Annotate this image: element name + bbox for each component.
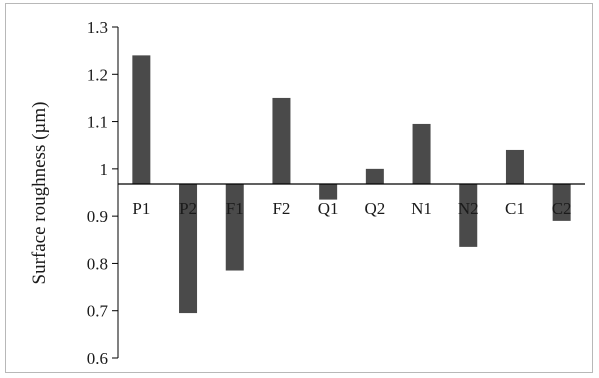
- bar-P2: [179, 183, 198, 314]
- x-tick-label-P1: P1: [132, 199, 150, 218]
- x-tick-label-Q2: Q2: [364, 199, 385, 218]
- y-tick-label-1: 0.7: [87, 302, 109, 321]
- bar-N1: [412, 123, 431, 184]
- x-tick-label-F1: F1: [226, 199, 244, 218]
- bar-C1: [505, 149, 524, 184]
- y-tick-label-7: 1.3: [87, 18, 108, 37]
- x-tick-label-Q1: Q1: [318, 199, 339, 218]
- bar-Q2: [365, 168, 384, 184]
- x-tick-label-P2: P2: [179, 199, 197, 218]
- bar-F1: [225, 183, 244, 271]
- x-tick-label-C1: C1: [505, 199, 525, 218]
- chart-frame: [5, 3, 593, 373]
- bar-C2: [552, 183, 571, 221]
- bar-N2: [459, 183, 478, 247]
- y-tick-label-5: 1.1: [87, 113, 108, 132]
- y-tick-label-0: 0.6: [87, 349, 108, 368]
- y-axis-title: Surface roughness (µm): [29, 102, 50, 285]
- plot-area: 0.6 0.7 0.8 0.9 1 1.1 1.2 1.3 P1 P2 F1 F2 Q1 Q2 N1 N2 C1…: [87, 18, 585, 368]
- y-tick-label-4: 1: [100, 160, 109, 179]
- y-tick-label-3: 0.9: [87, 207, 108, 226]
- x-tick-label-C2: C2: [552, 199, 572, 218]
- bar-Q1: [319, 183, 338, 200]
- y-tick-label-6: 1.2: [87, 65, 108, 84]
- bar-F2: [272, 97, 291, 184]
- x-tick-label-N1: N1: [411, 199, 432, 218]
- x-tick-label-N2: N2: [458, 199, 479, 218]
- x-tick-label-F2: F2: [272, 199, 290, 218]
- y-tick-label-2: 0.8: [87, 254, 108, 273]
- bar-P1: [132, 55, 151, 184]
